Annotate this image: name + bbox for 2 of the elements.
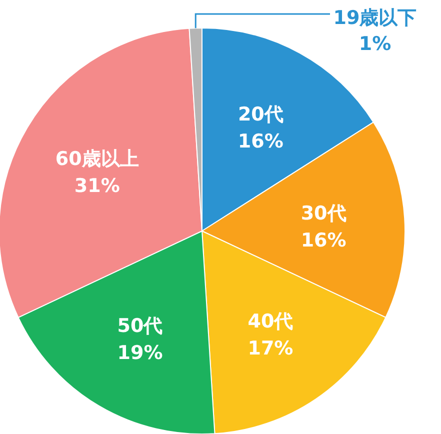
data-label: 1% — [358, 33, 392, 55]
slice-label: 19歳以下 — [333, 7, 417, 29]
